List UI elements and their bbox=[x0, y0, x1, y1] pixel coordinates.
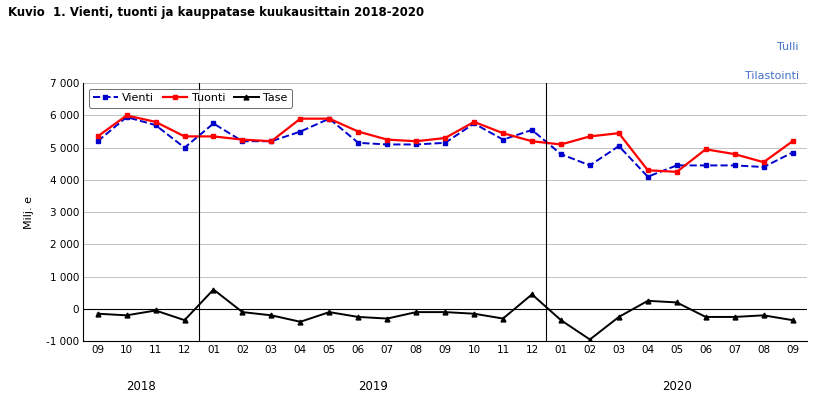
Tase bbox=[266, 313, 276, 318]
Tase bbox=[92, 311, 102, 316]
Vienti bbox=[151, 123, 161, 128]
Vienti bbox=[180, 145, 190, 150]
Text: Milj. e: Milj. e bbox=[24, 196, 34, 229]
Tuonti bbox=[266, 139, 276, 144]
Vienti bbox=[295, 129, 305, 134]
Tuonti bbox=[614, 131, 624, 136]
Vienti bbox=[209, 121, 219, 126]
Vienti bbox=[266, 139, 276, 144]
Vienti bbox=[730, 163, 740, 168]
Vienti bbox=[92, 139, 102, 144]
Tuonti bbox=[295, 116, 305, 121]
Tase bbox=[382, 316, 392, 321]
Vienti bbox=[411, 142, 421, 147]
Vienti bbox=[643, 174, 653, 179]
Tase bbox=[643, 298, 653, 303]
Vienti bbox=[671, 163, 681, 168]
Vienti bbox=[469, 121, 479, 126]
Tuonti bbox=[585, 134, 595, 139]
Tuonti bbox=[701, 147, 711, 152]
Text: 2020: 2020 bbox=[662, 380, 691, 393]
Tuonti bbox=[324, 116, 334, 121]
Tuonti bbox=[92, 134, 102, 139]
Vienti bbox=[324, 116, 334, 121]
Tuonti bbox=[730, 151, 740, 156]
Vienti bbox=[614, 144, 624, 149]
Vienti bbox=[759, 164, 769, 169]
Tase bbox=[121, 313, 131, 318]
Tase bbox=[527, 292, 537, 297]
Tuonti bbox=[382, 137, 392, 142]
Tase bbox=[556, 318, 566, 323]
Vienti bbox=[354, 140, 364, 145]
Vienti bbox=[440, 140, 450, 145]
Text: Tilastointi: Tilastointi bbox=[745, 71, 799, 81]
Tase bbox=[730, 314, 740, 319]
Vienti bbox=[585, 163, 595, 168]
Tuonti bbox=[788, 139, 798, 144]
Tuonti bbox=[237, 137, 247, 142]
Vienti bbox=[788, 150, 798, 155]
Tuonti bbox=[527, 139, 537, 144]
Tase bbox=[324, 310, 334, 314]
Tase bbox=[671, 300, 681, 305]
Tase bbox=[180, 318, 190, 323]
Tuonti bbox=[440, 136, 450, 141]
Tase bbox=[469, 311, 479, 316]
Tuonti bbox=[643, 168, 653, 173]
Tase bbox=[151, 308, 161, 313]
Tuonti bbox=[671, 169, 681, 174]
Tase bbox=[295, 319, 305, 324]
Text: Tulli: Tulli bbox=[777, 42, 799, 52]
Vienti bbox=[237, 139, 247, 144]
Tuonti bbox=[556, 142, 566, 147]
Vienti bbox=[498, 137, 508, 142]
Tase bbox=[354, 314, 364, 319]
Line: Tuonti: Tuonti bbox=[96, 113, 795, 174]
Text: 2019: 2019 bbox=[358, 380, 388, 393]
Tase bbox=[411, 310, 421, 314]
Vienti bbox=[382, 142, 392, 147]
Text: Kuvio  1. Vienti, tuonti ja kauppatase kuukausittain 2018-2020: Kuvio 1. Vienti, tuonti ja kauppatase ku… bbox=[8, 6, 424, 19]
Tase bbox=[614, 314, 624, 319]
Tase bbox=[440, 310, 450, 314]
Tuonti bbox=[469, 119, 479, 124]
Tase bbox=[585, 337, 595, 342]
Tuonti bbox=[411, 139, 421, 144]
Tuonti bbox=[121, 113, 131, 118]
Tase bbox=[498, 316, 508, 321]
Legend: Vienti, Tuonti, Tase: Vienti, Tuonti, Tase bbox=[89, 89, 292, 108]
Tuonti bbox=[209, 134, 219, 139]
Line: Vienti: Vienti bbox=[96, 115, 795, 179]
Vienti bbox=[121, 114, 131, 119]
Vienti bbox=[556, 151, 566, 156]
Text: 2018: 2018 bbox=[126, 380, 156, 393]
Vienti bbox=[701, 163, 711, 168]
Tuonti bbox=[354, 129, 364, 134]
Tase bbox=[701, 314, 711, 319]
Tase bbox=[237, 310, 247, 314]
Tuonti bbox=[498, 131, 508, 136]
Vienti bbox=[527, 127, 537, 132]
Tuonti bbox=[151, 119, 161, 124]
Tase bbox=[788, 318, 798, 323]
Tuonti bbox=[759, 160, 769, 165]
Tase bbox=[209, 287, 219, 292]
Tase bbox=[759, 313, 769, 318]
Line: Tase: Tase bbox=[95, 287, 795, 342]
Tuonti bbox=[180, 134, 190, 139]
